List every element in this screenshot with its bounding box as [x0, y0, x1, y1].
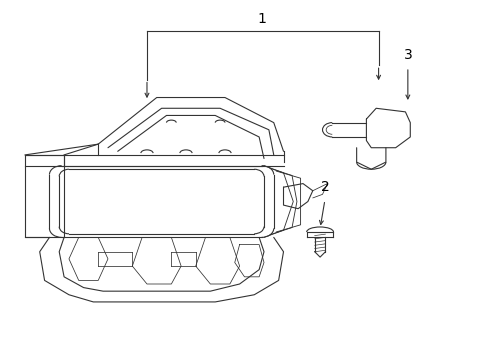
Text: 1: 1: [257, 12, 265, 26]
Text: 2: 2: [320, 180, 328, 194]
Text: 3: 3: [403, 48, 411, 62]
